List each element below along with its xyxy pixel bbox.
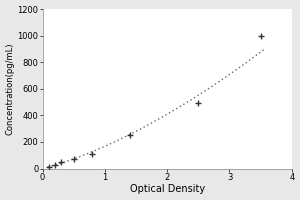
X-axis label: Optical Density: Optical Density xyxy=(130,184,205,194)
Y-axis label: Concentration(pg/mL): Concentration(pg/mL) xyxy=(6,43,15,135)
